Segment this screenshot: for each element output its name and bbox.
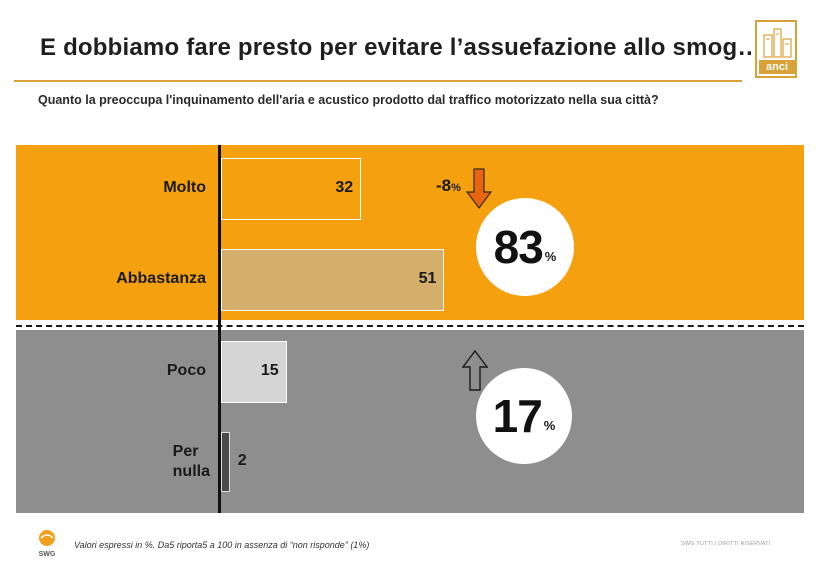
category-label-line: nulla bbox=[172, 463, 210, 480]
category-label-line: Molto bbox=[163, 179, 206, 196]
bar-value-poco: 15 bbox=[260, 362, 279, 379]
bar-abbastanza bbox=[221, 249, 445, 311]
not-concerned-total-circle: 17% bbox=[476, 368, 572, 464]
category-label-per-nulla: Per nulla bbox=[173, 442, 210, 482]
concerned-total-unit: % bbox=[544, 248, 557, 264]
anci-logo: anci bbox=[755, 20, 797, 78]
concerned-total-circle: 83% bbox=[476, 198, 574, 296]
group-divider-highlight bbox=[16, 329, 804, 330]
survey-question: Quanto la preoccupa l'inquinamento dell'… bbox=[38, 93, 659, 107]
anci-logo-text: anci bbox=[759, 60, 795, 74]
category-label-line: Abbastanza bbox=[116, 270, 206, 287]
delta-label: -8% bbox=[436, 176, 461, 196]
slide-title: E dobbiamo fare presto per evitare l’ass… bbox=[40, 34, 762, 61]
category-label-molto: Molto bbox=[163, 179, 206, 197]
footnote: Valori espressi in %. Da5 riporta5 a 100… bbox=[74, 540, 370, 550]
concerned-total-value: 83 bbox=[493, 221, 544, 273]
chart-axis bbox=[218, 145, 221, 513]
copyright: SWG TUTTI I DIRITTI RISERVATI bbox=[681, 541, 771, 547]
category-label-poco: Poco bbox=[167, 362, 206, 380]
swg-logo: SWG bbox=[39, 530, 56, 558]
bar-molto bbox=[221, 158, 362, 220]
anci-building-icon bbox=[763, 28, 792, 58]
bar-value-molto: 32 bbox=[335, 179, 354, 196]
group-divider bbox=[16, 325, 804, 327]
category-label-abbastanza: Abbastanza bbox=[116, 270, 206, 288]
up-arrow-icon bbox=[462, 350, 488, 391]
category-label-line: Per bbox=[172, 443, 199, 460]
not-concerned-total-value: 17 bbox=[492, 390, 543, 442]
delta-value: -8 bbox=[436, 176, 452, 195]
title-rule bbox=[14, 80, 742, 82]
down-arrow-icon bbox=[466, 168, 492, 209]
bar-poco bbox=[221, 341, 287, 403]
not-concerned-total-unit: % bbox=[543, 417, 556, 433]
bar-value-per-nulla: 2 bbox=[237, 452, 247, 469]
bar-value-abbastanza: 51 bbox=[418, 270, 437, 287]
swg-logo-text: SWG bbox=[39, 551, 56, 558]
category-label-line: Poco bbox=[166, 362, 206, 379]
not-concerned-panel bbox=[16, 330, 804, 513]
bar-per-nulla bbox=[221, 432, 230, 492]
delta-unit: % bbox=[451, 182, 461, 194]
